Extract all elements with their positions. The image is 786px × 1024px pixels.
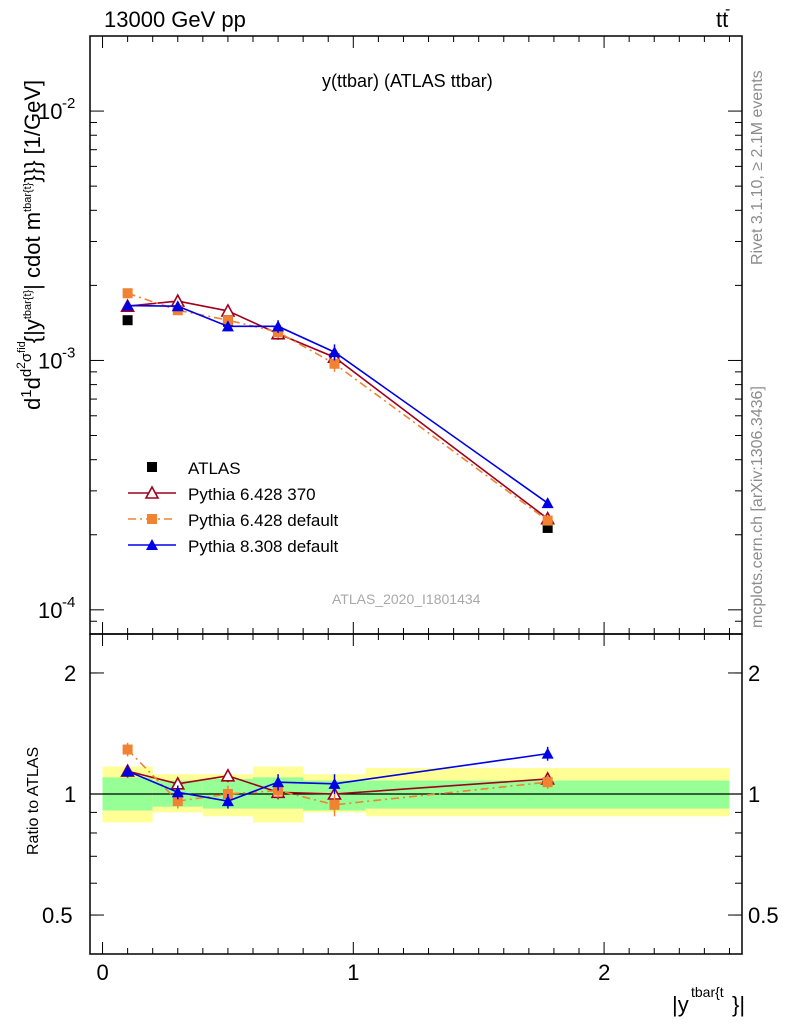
ratio-y-tick-label: 1 bbox=[64, 782, 76, 807]
legend-item: Pythia 6.428 default bbox=[128, 511, 339, 530]
ratio-y-tick-label-right: 1 bbox=[748, 782, 760, 807]
marker-square bbox=[172, 796, 183, 807]
marker-triangle bbox=[221, 795, 234, 807]
y-tick-label: 10 bbox=[38, 348, 62, 373]
marker-triangle bbox=[121, 765, 134, 777]
svg-text:}|: }| bbox=[732, 992, 745, 1017]
series-line bbox=[127, 770, 548, 795]
marker-triangle bbox=[221, 320, 234, 332]
series-pythia-8-308-default bbox=[121, 746, 554, 809]
ratio-plot-frame: 0.5 0.5 1 1 2 2 0 1 2 bbox=[42, 633, 779, 985]
marker-triangle bbox=[146, 539, 158, 550]
main-plot-frame: 10-410-310-2 bbox=[38, 35, 743, 635]
marker-square bbox=[329, 799, 340, 810]
ratio-y-tick-label: 2 bbox=[64, 661, 76, 686]
legend-item: ATLAS bbox=[147, 459, 241, 478]
svg-text:tbar{t: tbar{t bbox=[691, 984, 724, 1000]
legend-label: Pythia 8.308 default bbox=[188, 537, 339, 556]
marker-square bbox=[542, 522, 553, 533]
marker-triangle bbox=[541, 747, 554, 759]
series-pythia-6-428-370 bbox=[120, 293, 556, 525]
plot-title: y(ttbar) (ATLAS ttbar) bbox=[322, 71, 493, 91]
ratio-series-group bbox=[120, 742, 556, 817]
y-tick-exponent: -4 bbox=[62, 594, 75, 611]
series-line bbox=[127, 752, 548, 802]
marker-square bbox=[122, 288, 133, 299]
marker-triangle bbox=[328, 777, 341, 789]
y-tick-label: 10 bbox=[38, 99, 62, 124]
header-process-bar: - bbox=[725, 1, 730, 18]
marker-triangle bbox=[272, 776, 285, 788]
marker-triangle bbox=[171, 786, 184, 798]
x-tick-label: 2 bbox=[598, 960, 610, 985]
marker-triangle-open bbox=[144, 485, 160, 499]
legend-label: Pythia 6.428 default bbox=[188, 511, 339, 530]
legend-label: Pythia 6.428 370 bbox=[188, 485, 316, 504]
main-series-group bbox=[120, 288, 556, 533]
marker-square bbox=[122, 315, 133, 326]
marker-triangle bbox=[272, 320, 285, 332]
marker-square bbox=[222, 315, 233, 326]
marker-triangle bbox=[328, 346, 341, 358]
ratio-y-tick-label-right: 0.5 bbox=[748, 903, 779, 928]
header-process-label: tt bbox=[716, 7, 728, 32]
mcplots-label: mcplots.cern.ch [arXiv:1306.3436] bbox=[749, 386, 766, 628]
ratio-y-tick-label-right: 2 bbox=[748, 661, 760, 686]
marker-square bbox=[542, 515, 553, 526]
marker-triangle bbox=[541, 497, 554, 509]
series-line bbox=[127, 304, 549, 504]
rivet-version-label: Rivet 3.1.10, ≥ 2.1M events bbox=[749, 70, 766, 265]
x-tick-label: 1 bbox=[347, 960, 359, 985]
svg-text:|y: |y bbox=[672, 992, 689, 1017]
marker-square bbox=[122, 744, 133, 755]
ratio-y-tick-label: 0.5 bbox=[42, 903, 73, 928]
marker-triangle bbox=[171, 300, 184, 312]
marker-triangle bbox=[121, 299, 134, 311]
y-tick-exponent: -3 bbox=[62, 344, 75, 361]
analysis-watermark: ATLAS_2020_I1801434 bbox=[332, 591, 481, 607]
x-tick-label: 0 bbox=[97, 960, 109, 985]
series-line bbox=[127, 300, 549, 520]
series-pythia-8-308-default bbox=[121, 299, 554, 509]
x-axis-label: |y tbar{t }| bbox=[672, 984, 745, 1017]
y-tick-label: 10 bbox=[38, 598, 62, 623]
legend: ATLAS Pythia 6.428 370 Pythia 6.428 defaul… bbox=[128, 459, 339, 556]
header-energy-label: 13000 GeV pp bbox=[104, 7, 246, 32]
legend-label: ATLAS bbox=[188, 459, 241, 478]
legend-item: Pythia 6.428 370 bbox=[128, 485, 316, 504]
marker-square bbox=[147, 462, 157, 472]
marker-square bbox=[147, 514, 157, 524]
y-tick-exponent: -2 bbox=[62, 95, 75, 112]
marker-square bbox=[542, 777, 553, 788]
marker-triangle-open bbox=[220, 768, 236, 782]
marker-square bbox=[329, 358, 340, 369]
ratio-y-axis-label: Ratio to ATLAS bbox=[25, 747, 42, 855]
legend-item: Pythia 8.308 default bbox=[128, 537, 339, 556]
